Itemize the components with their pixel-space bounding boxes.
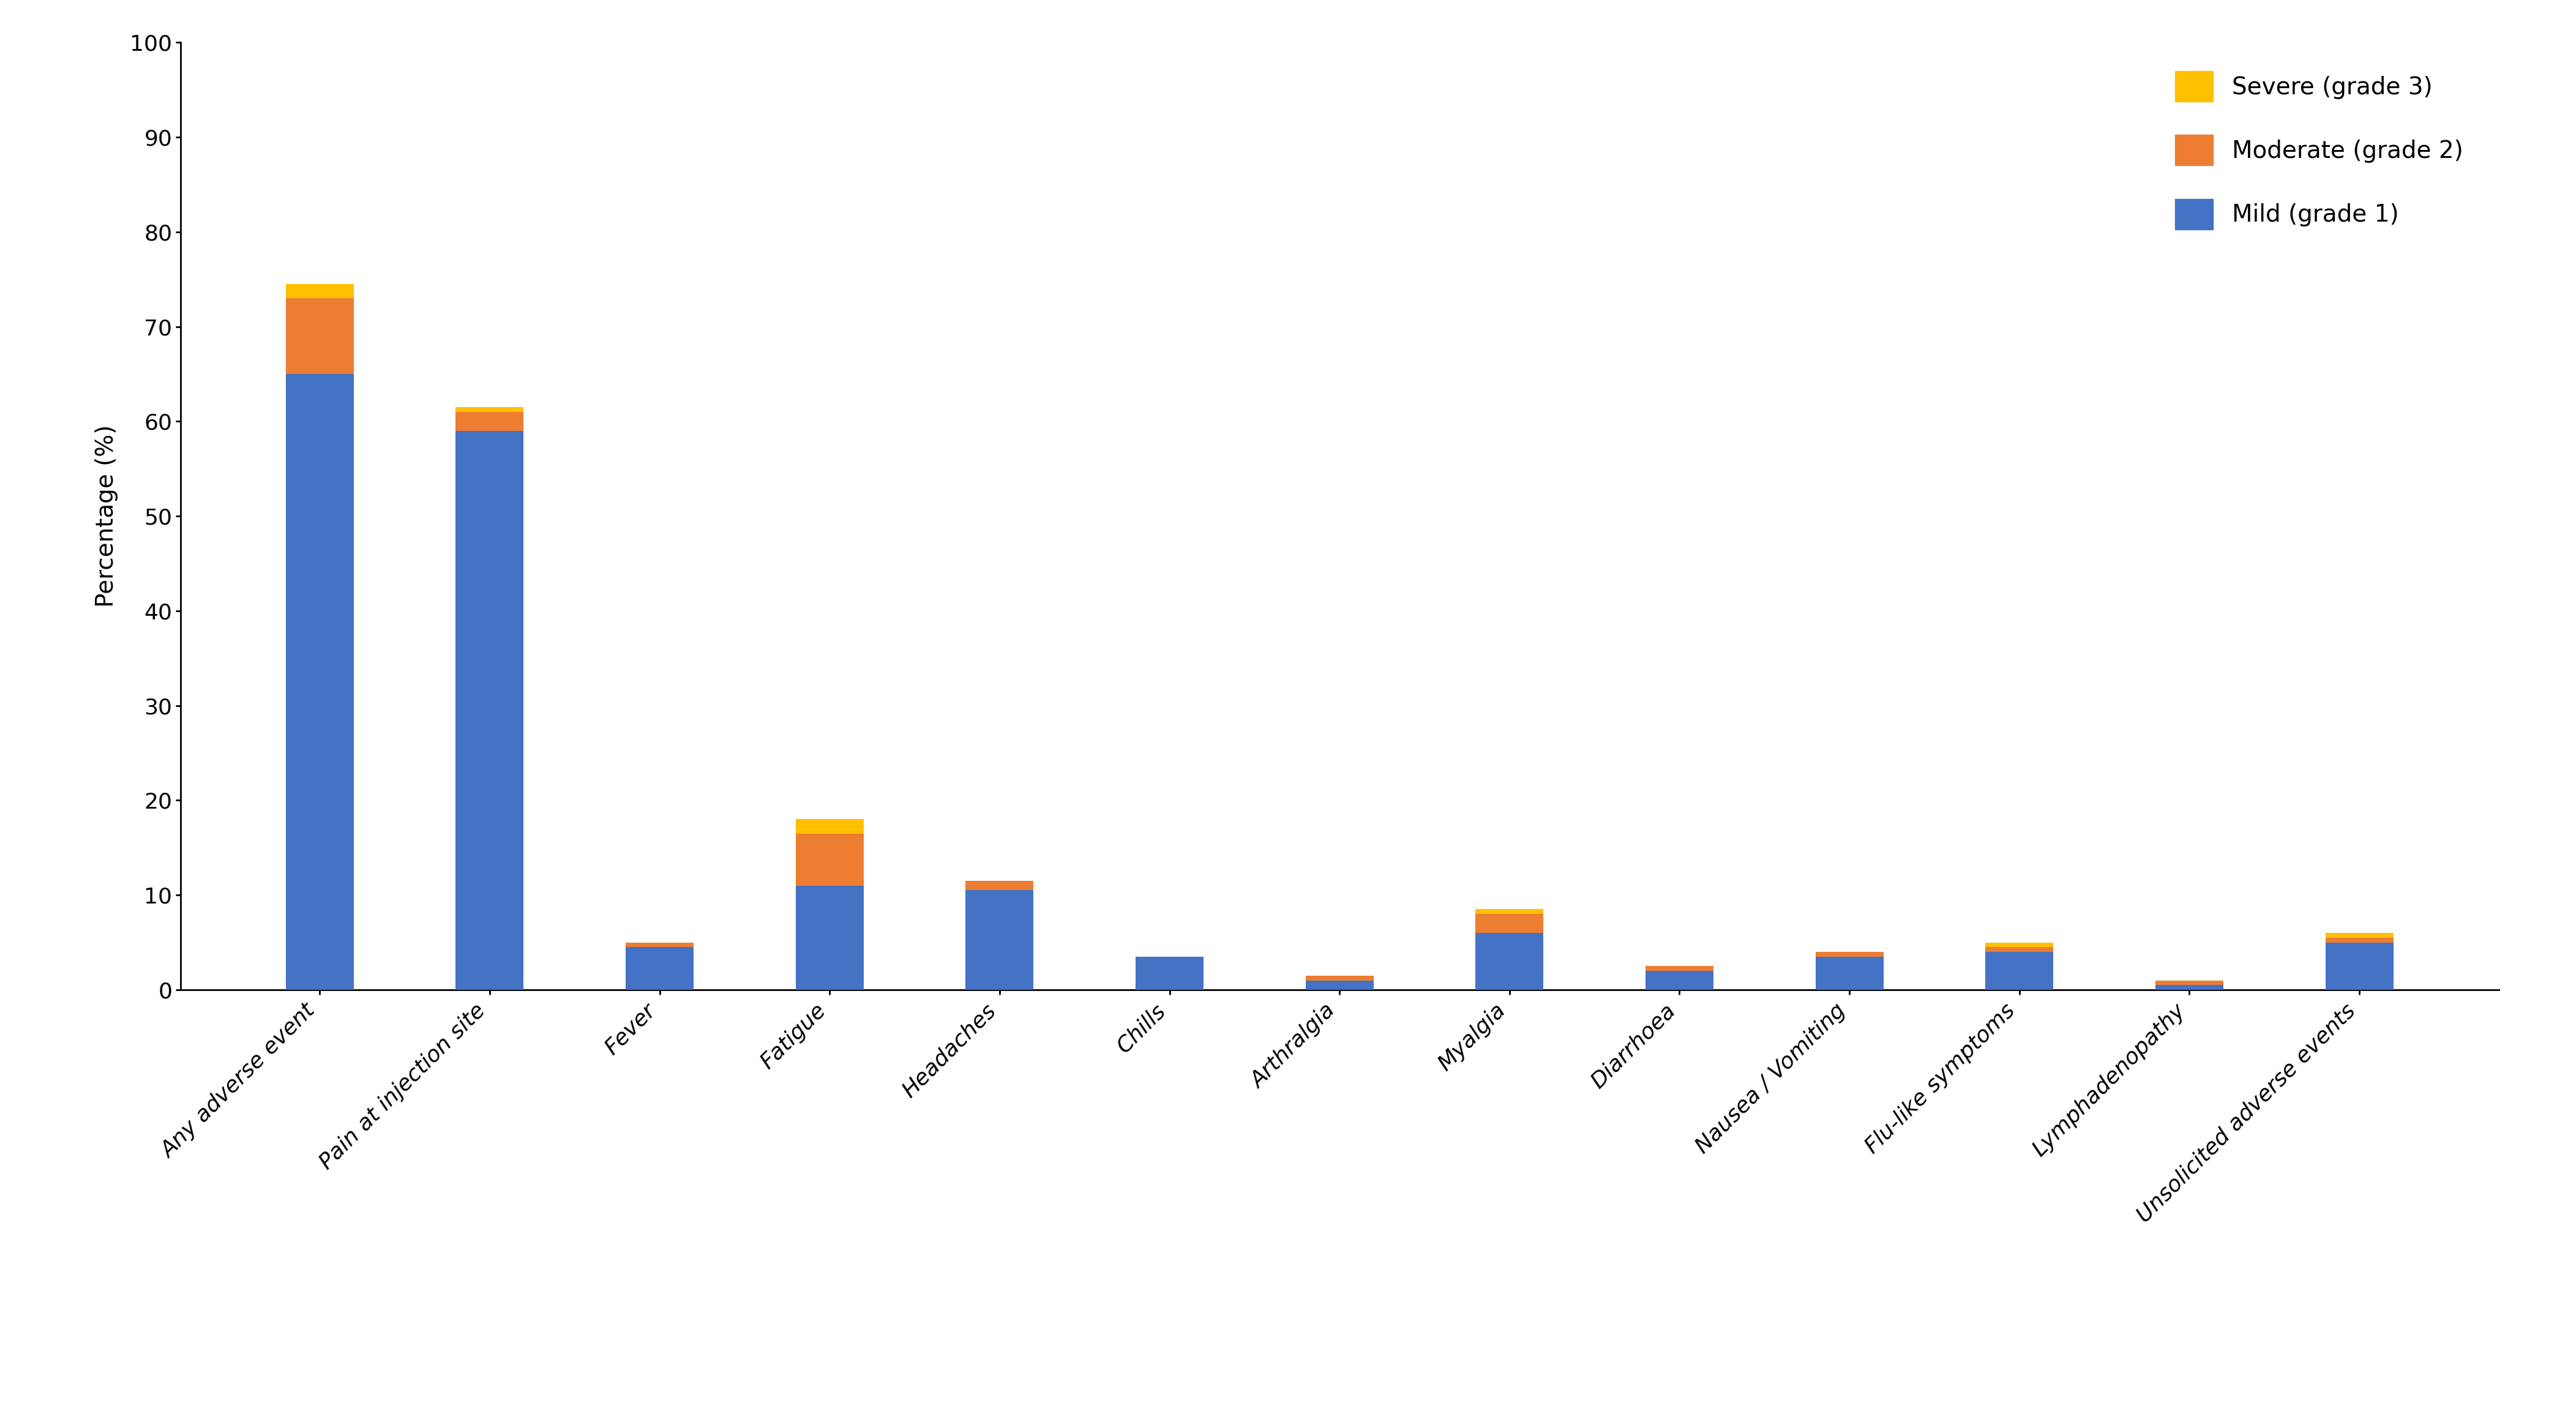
Bar — [796, 885, 863, 990]
Bar — [1306, 980, 1373, 990]
Bar — [286, 298, 353, 373]
Bar — [1986, 952, 2053, 990]
Bar — [1136, 957, 1203, 990]
Bar — [1816, 952, 1883, 957]
Bar — [1816, 957, 1883, 990]
Bar — [286, 284, 353, 298]
Y-axis label: Percentage (%): Percentage (%) — [95, 424, 118, 608]
Bar — [1986, 942, 2053, 947]
Bar — [2326, 933, 2393, 937]
Bar — [2156, 980, 2223, 986]
Bar — [1646, 966, 1713, 971]
Bar — [456, 431, 523, 990]
Bar — [1986, 947, 2053, 952]
Bar — [966, 891, 1033, 990]
Bar — [1476, 913, 1543, 933]
Bar — [1306, 976, 1373, 980]
Bar — [1646, 971, 1713, 990]
Bar — [2326, 937, 2393, 942]
Legend: Severe (grade 3), Moderate (grade 2), Mild (grade 1): Severe (grade 3), Moderate (grade 2), Mi… — [2164, 59, 2476, 242]
Bar — [1476, 909, 1543, 913]
Bar — [1476, 933, 1543, 990]
Bar — [2326, 942, 2393, 990]
Bar — [456, 407, 523, 411]
Bar — [2156, 986, 2223, 990]
Bar — [626, 942, 693, 947]
Bar — [796, 833, 863, 885]
Bar — [286, 373, 353, 990]
Bar — [966, 881, 1033, 891]
Bar — [796, 819, 863, 833]
Bar — [456, 411, 523, 431]
Bar — [626, 947, 693, 990]
